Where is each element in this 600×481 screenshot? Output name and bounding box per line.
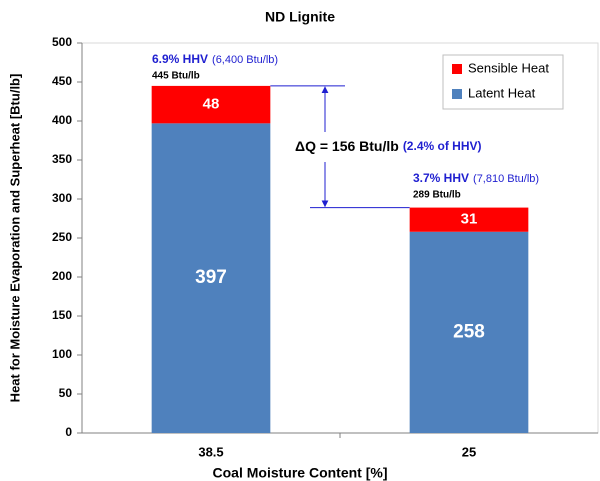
delta-note: (2.4% of HHV) — [403, 139, 482, 153]
y-tick-label: 350 — [52, 152, 72, 166]
y-tick-label: 100 — [52, 347, 72, 361]
total-annotation: 289 Btu/lb — [413, 190, 461, 201]
hhv-btu: (6,400 Btu/lb) — [212, 54, 278, 66]
chart-title: ND Lignite — [265, 9, 335, 25]
bar-segment — [151, 123, 271, 433]
hhv-btu: (7,810 Btu/lb) — [473, 173, 539, 185]
y-tick-label: 450 — [52, 74, 72, 88]
data-label: 397 — [195, 267, 227, 288]
legend-label: Sensible Heat — [468, 60, 549, 75]
delta-text: ΔQ = 156 Btu/lb — [295, 138, 399, 154]
x-axis-label: Coal Moisture Content [%] — [213, 465, 388, 481]
y-tick-label: 300 — [52, 191, 72, 205]
y-tick-label: 150 — [52, 308, 72, 322]
hhv-percent: 6.9% HHV — [152, 52, 208, 66]
x-tick-label: 38.5 — [198, 444, 223, 459]
legend-box — [442, 54, 564, 110]
y-tick-label: 400 — [52, 113, 72, 127]
x-tick-label: 25 — [462, 444, 476, 459]
delta-annotation: ΔQ = 156 Btu/lb (2.4% of HHV) — [295, 138, 482, 154]
total-annotation: 445 Btu/lb — [152, 71, 200, 82]
y-tick-label: 250 — [52, 230, 72, 244]
legend-swatch — [452, 89, 462, 99]
bar-segment — [409, 207, 529, 232]
hhv-annotation: 6.9% HHV (6,400 Btu/lb) — [152, 52, 278, 66]
legend-swatch — [452, 64, 462, 74]
bar-segment — [151, 85, 271, 124]
y-tick-label: 500 — [52, 35, 72, 49]
bar-segment — [409, 231, 529, 433]
y-tick-label: 0 — [65, 425, 72, 439]
legend-label: Latent Heat — [468, 85, 536, 100]
data-label: 48 — [203, 96, 220, 113]
hhv-annotation: 3.7% HHV (7,810 Btu/lb) — [413, 171, 539, 185]
y-tick-label: 200 — [52, 269, 72, 283]
data-label: 258 — [453, 321, 485, 342]
hhv-percent: 3.7% HHV — [413, 171, 469, 185]
data-label: 31 — [461, 211, 478, 228]
y-axis-label: Heat for Moisture Evaporation and Superh… — [7, 74, 22, 403]
legend: Sensible Heat Latent Heat — [442, 54, 564, 110]
y-tick-label: 50 — [59, 386, 73, 400]
